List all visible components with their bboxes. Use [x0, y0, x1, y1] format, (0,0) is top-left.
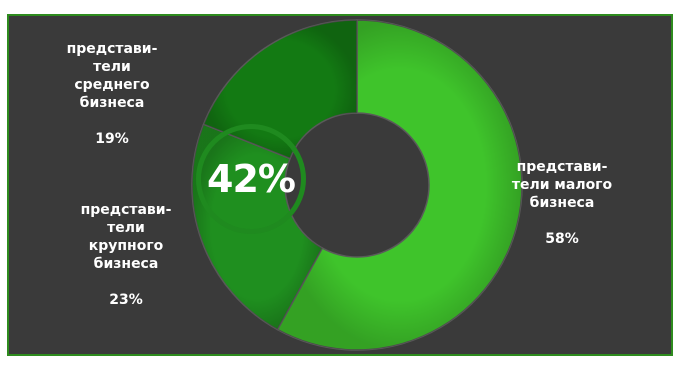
slice-label-small-business: представи- тели малого бизнеса 58% [503, 140, 621, 248]
slice-label-medium-business: представи- тели среднего бизнеса 19% [48, 22, 176, 148]
callout-percentage: 42% [207, 157, 296, 201]
slice-label-small-business-value: 58% [545, 231, 579, 247]
slice-medium-business-shade [203, 19, 357, 159]
slice-small-business-shade [277, 20, 522, 351]
slice-label-large-business: представи- тели крупного бизнеса 23% [62, 183, 190, 309]
slice-label-large-business-value: 23% [109, 292, 143, 308]
slice-label-small-business-name: представи- тели малого бизнеса [511, 159, 613, 211]
slice-label-large-business-name: представи- тели крупного бизнеса [80, 202, 172, 272]
slice-label-medium-business-name: представи- тели среднего бизнеса [66, 41, 158, 111]
callout-ring [196, 124, 306, 234]
slice-label-medium-business-value: 19% [95, 131, 129, 147]
